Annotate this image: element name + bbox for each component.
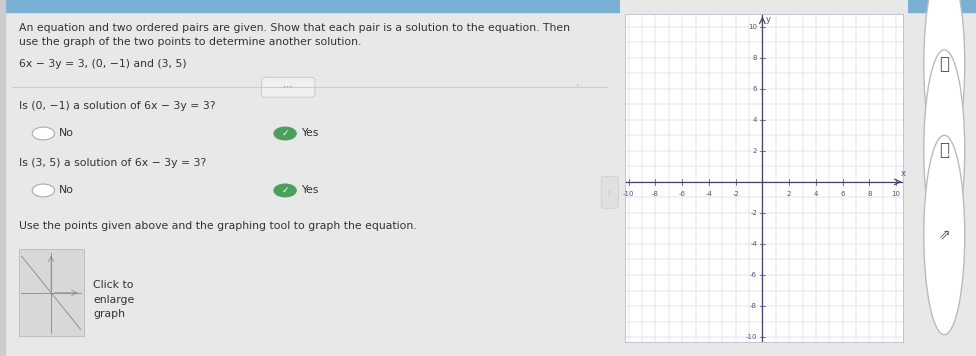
Text: -8: -8 — [750, 303, 757, 309]
Bar — [908, 0, 976, 12]
Text: Click to: Click to — [93, 281, 134, 290]
Bar — [0, 0, 5, 356]
Text: An equation and two ordered pairs are given. Show that each pair is a solution t: An equation and two ordered pairs are gi… — [19, 23, 570, 33]
Text: No: No — [59, 185, 74, 195]
Text: 🔍: 🔍 — [939, 141, 950, 158]
Text: ⋯: ⋯ — [607, 189, 613, 196]
Text: 10: 10 — [748, 23, 757, 30]
Text: 6: 6 — [752, 86, 757, 92]
Text: Yes: Yes — [301, 185, 318, 195]
Text: −: − — [943, 150, 952, 160]
Text: 10: 10 — [892, 191, 901, 197]
Circle shape — [32, 184, 55, 197]
Text: -4: -4 — [751, 241, 757, 247]
Text: enlarge: enlarge — [93, 295, 135, 305]
Text: Is (0, −1) a solution of 6x − 3y = 3?: Is (0, −1) a solution of 6x − 3y = 3? — [19, 101, 215, 111]
Circle shape — [274, 127, 297, 140]
Text: No: No — [59, 129, 74, 138]
Text: 8: 8 — [752, 55, 757, 61]
Text: 6x − 3y = 3, (0, −1) and (3, 5): 6x − 3y = 3, (0, −1) and (3, 5) — [19, 59, 186, 69]
Text: ⇗: ⇗ — [939, 228, 950, 242]
Circle shape — [924, 0, 965, 164]
Text: 2: 2 — [787, 191, 792, 197]
Text: 8: 8 — [867, 191, 872, 197]
Text: graph: graph — [93, 309, 125, 319]
Text: y: y — [766, 15, 771, 24]
Bar — [0, 0, 620, 12]
Text: ▲: ▲ — [0, 175, 6, 181]
Text: -2: -2 — [751, 210, 757, 216]
Circle shape — [924, 135, 965, 335]
Text: ✓: ✓ — [281, 186, 289, 195]
Text: 🔍: 🔍 — [939, 55, 950, 73]
Text: •: • — [575, 83, 578, 88]
Text: ⋯: ⋯ — [283, 82, 293, 92]
Text: 2: 2 — [752, 148, 757, 154]
Text: -8: -8 — [652, 191, 659, 197]
Text: 4: 4 — [814, 191, 818, 197]
Text: -6: -6 — [678, 191, 686, 197]
Text: -2: -2 — [732, 191, 739, 197]
FancyBboxPatch shape — [19, 249, 84, 336]
Circle shape — [924, 50, 965, 249]
Text: -10: -10 — [746, 334, 757, 340]
Circle shape — [32, 127, 55, 140]
Text: Yes: Yes — [301, 129, 318, 138]
Text: use the graph of the two points to determine another solution.: use the graph of the two points to deter… — [19, 37, 361, 47]
Text: Use the points given above and the graphing tool to graph the equation.: Use the points given above and the graph… — [19, 221, 416, 231]
Text: Is (3, 5) a solution of 6x − 3y = 3?: Is (3, 5) a solution of 6x − 3y = 3? — [19, 158, 206, 168]
Text: x: x — [900, 169, 906, 178]
Text: ✓: ✓ — [281, 129, 289, 138]
Circle shape — [274, 184, 297, 197]
Text: 6: 6 — [840, 191, 845, 197]
Text: -6: -6 — [750, 272, 757, 278]
FancyBboxPatch shape — [262, 77, 315, 97]
Text: -4: -4 — [706, 191, 712, 197]
Text: -10: -10 — [623, 191, 634, 197]
FancyBboxPatch shape — [601, 176, 619, 208]
Text: 4: 4 — [752, 117, 757, 123]
